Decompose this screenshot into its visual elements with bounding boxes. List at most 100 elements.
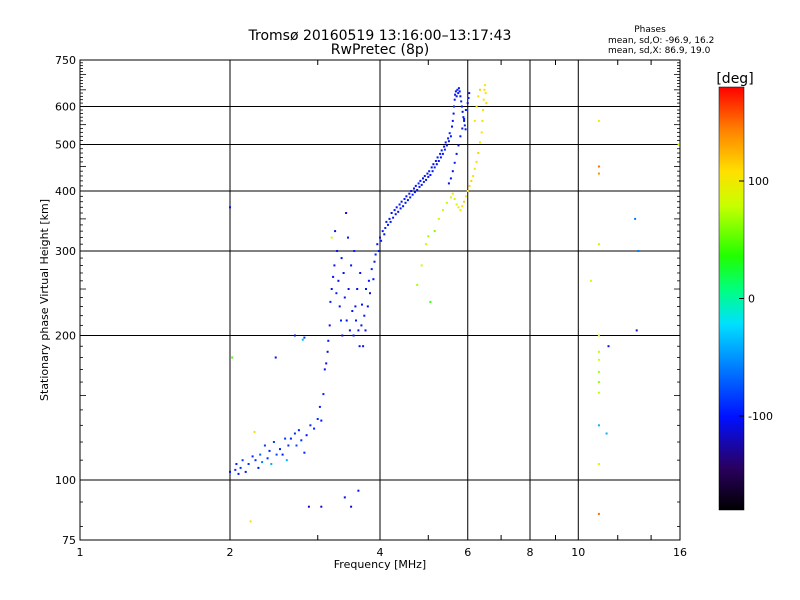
y-tick-label: 300 [55,245,76,258]
data-point [340,257,343,260]
data-point [437,217,440,220]
data-point [287,444,290,447]
data-point [409,196,412,199]
phases-mean-x: mean, sd,X: 86.9, 19.0 [608,46,711,56]
data-point [472,175,475,177]
data-point [460,100,463,103]
data-point [431,170,434,173]
data-point [597,334,600,337]
data-point [605,432,608,435]
data-point [400,200,403,203]
data-point [470,179,473,182]
data-point [303,336,306,339]
data-point [384,227,387,229]
x-tick-label: 8 [527,546,534,559]
data-point [394,213,397,216]
data-point [345,212,348,214]
data-point [322,393,325,396]
y-tick-label: 75 [62,534,76,547]
data-point [463,200,466,203]
data-point [369,292,371,295]
grid-lines [80,60,680,540]
data-point [361,303,363,306]
colorbar-tick-label: 100 [748,175,769,188]
data-point [411,193,414,196]
data-point [414,184,417,187]
data-point [456,88,459,91]
data-point [327,339,330,342]
y-axis-label: Stationary phase Virtual Height [km] [38,199,51,401]
data-point [485,102,488,105]
data-point [466,102,469,105]
y-tick-label: 500 [55,139,76,152]
data-point [477,95,480,98]
x-axis-label: Frequency [MHz] [334,558,426,571]
data-point [479,141,481,144]
data-point [387,223,389,226]
data-point [332,275,335,278]
data-point [439,152,442,155]
data-point [451,192,454,195]
data-point [370,268,373,271]
data-point [484,92,487,95]
data-point [418,185,421,188]
data-point [461,205,464,208]
data-point [402,205,405,208]
data-point [307,505,310,508]
data-point [354,305,357,308]
data-point [482,109,485,111]
colorbar-label: [deg] [716,71,753,87]
data-point [351,310,354,312]
data-point [453,161,456,164]
data-point [455,152,458,155]
data-point [475,160,478,163]
data-point [358,345,361,348]
data-point [468,92,471,95]
x-tick-label: 16 [673,546,687,559]
data-point [447,182,450,185]
data-point [480,131,483,134]
data-point [293,334,296,337]
data-point [397,210,400,213]
data-point [330,288,333,290]
data-point [293,432,296,435]
data-point [355,319,357,322]
data-point [427,175,430,178]
data-point [464,195,467,198]
data-point [428,170,431,173]
data-point [422,180,425,183]
data-point [388,217,391,220]
data-point [464,128,467,131]
data-point [247,463,250,465]
data-point [357,329,360,332]
data-point [380,239,383,242]
data-point [597,358,600,361]
data-point [597,243,600,246]
data-point [390,212,393,214]
data-point [274,356,277,359]
data-point [439,156,442,159]
plot-area: 1 2 4 6 8 10 16 75 100 200 300 400 500 600 750 [55,54,687,559]
data-point [334,230,337,233]
data-point [350,505,353,508]
data-point [467,97,470,99]
data-point [365,288,367,290]
data-point [484,84,487,87]
data-point [257,466,260,469]
data-point [447,140,450,143]
data-point [320,505,323,508]
data-point [231,356,234,359]
data-point [364,329,367,332]
data-points [229,84,680,523]
data-point [425,243,428,246]
data-point [343,296,346,299]
data-point [341,334,344,337]
data-point [356,288,359,290]
data-point [457,92,460,95]
data-point [372,278,375,281]
data-point [338,305,341,308]
data-point [385,220,388,223]
data-point [677,143,680,146]
data-point [589,279,592,282]
